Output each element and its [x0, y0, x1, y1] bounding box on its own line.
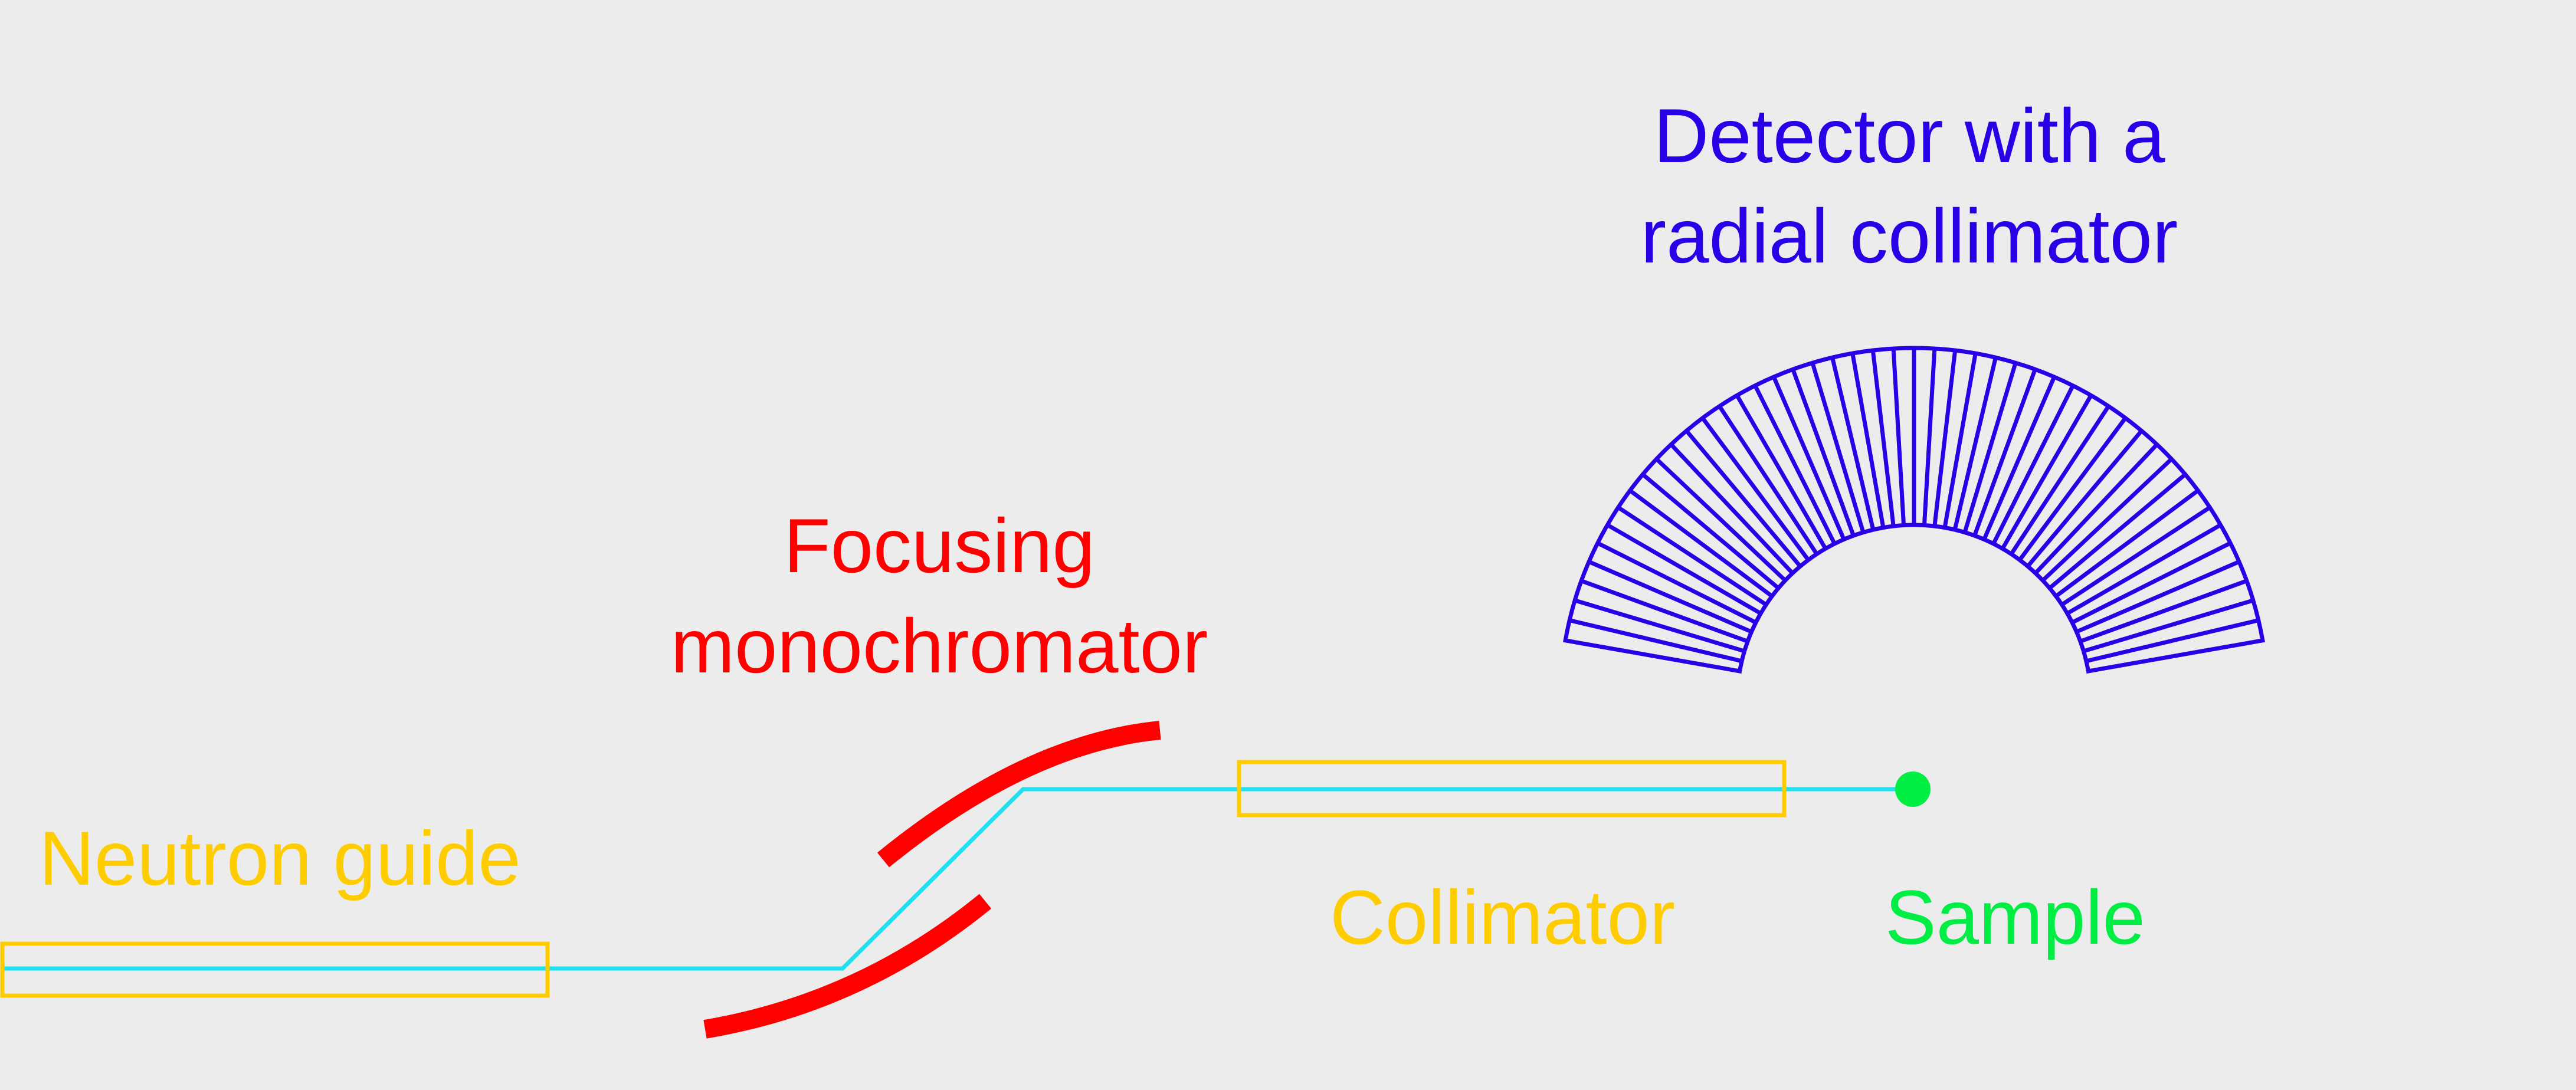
collimator-blade — [2079, 579, 2248, 644]
collimator-blade — [1791, 368, 1856, 537]
collimator-blade — [2083, 598, 2254, 654]
collimator-blade — [2000, 394, 2093, 550]
collimator-blade — [2076, 560, 2240, 634]
neutron-guide-box — [0, 941, 550, 998]
collimator-blade — [1655, 457, 1787, 582]
collimator-blade — [2054, 488, 2200, 598]
collimator-blade — [1982, 376, 2056, 540]
collimator-blade — [1962, 362, 2018, 533]
collimator-blade — [1991, 385, 2075, 545]
collimator-blade — [1628, 488, 1774, 598]
monochromator-upper-crystal — [877, 721, 1161, 868]
collimator-blade — [1606, 523, 1762, 616]
collimator-blade — [1972, 368, 2037, 537]
collimator-blade — [1830, 357, 1876, 530]
collimator-blade — [2009, 405, 2110, 556]
collimator-blade — [2041, 457, 2173, 582]
collimator-blade — [1772, 376, 1846, 540]
detector-label-line2: radial collimator — [1641, 193, 2178, 279]
monochromator-lower-crystal — [703, 894, 992, 1039]
collimator-blade — [1617, 505, 1768, 607]
collimator-blade — [2066, 523, 2222, 616]
collimator-blade — [1597, 541, 1757, 625]
collimator-blade — [1700, 416, 1810, 562]
collimator-blade — [1870, 350, 1896, 527]
collimator-blade — [1891, 348, 1906, 526]
sample-label: Sample — [1885, 874, 2145, 960]
collimator-blade — [1753, 385, 1837, 545]
collimator-blade — [1569, 618, 1742, 664]
detector-label-line1: Detector with a — [1653, 93, 2165, 179]
collimator-blade — [2048, 472, 2187, 590]
collimator-blade — [1922, 348, 1937, 526]
sample-dot — [1895, 771, 1931, 807]
collimator-blade — [1952, 357, 1998, 530]
collimator-blade — [2034, 443, 2159, 575]
neutron-guide-label: Neutron guide — [39, 815, 521, 901]
collimator-label: Collimator — [1330, 874, 1675, 960]
monochromator-label-line1: Focusing — [784, 503, 1095, 589]
detector-outline — [1563, 346, 2265, 674]
collimator-blade — [1735, 394, 1828, 550]
monochromator-label-line2: monochromator — [671, 603, 1208, 689]
collimator-blade — [1574, 598, 1745, 654]
collimator-blade — [2071, 541, 2231, 625]
collimator-blade — [2026, 429, 2144, 568]
collimator-blade — [1669, 443, 1794, 575]
collimator-blade — [1684, 429, 1802, 568]
collimator-blade — [2060, 505, 2211, 607]
collimator-blade — [1718, 405, 1819, 556]
collimator-blade — [2018, 416, 2128, 562]
collimator-blade — [1580, 579, 1749, 644]
collimator-blade — [1932, 350, 1958, 527]
collimator-blade — [2086, 618, 2259, 664]
detector-radial-collimator — [1563, 346, 2265, 674]
collimator-blade — [1942, 353, 1978, 528]
neutron-beam-path — [2, 787, 1912, 971]
collimator-blade — [1641, 472, 1780, 590]
collimator-blade — [1810, 362, 1866, 533]
collimator-blade — [1850, 353, 1886, 528]
collimator-blade — [1588, 560, 1752, 634]
collimator-box — [1237, 760, 1787, 818]
